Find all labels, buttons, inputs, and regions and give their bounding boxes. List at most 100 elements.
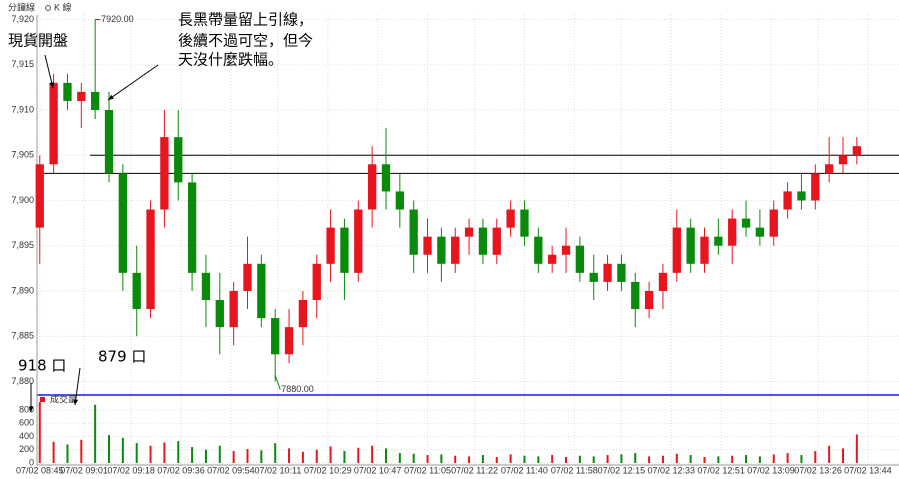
x-tick-label: 07/02 13:44 [844,465,892,475]
volume-bar [454,455,457,463]
candle-body [312,263,321,300]
candle-body [381,164,391,192]
candle-body [243,263,252,291]
annotation: 現貨開盤 [8,32,68,50]
volume-bar [828,445,831,463]
x-tick-label: 07/02 09:01 [60,465,108,475]
volume-bar [786,453,789,463]
candle-body [395,191,404,210]
volume-bar [66,444,69,463]
volume-bar [371,445,374,463]
candle-body [132,272,141,310]
volume-bar [343,451,346,463]
volume-bar [661,455,664,463]
candle-body [367,164,377,210]
v-tick-label: 200 [19,444,34,454]
x-tick-label: 07/02 10:29 [304,465,352,475]
candle-body [271,318,280,355]
volume-bar [412,453,415,463]
candle-body [686,227,695,264]
x-tick-label: 07/02 09:18 [107,465,155,475]
v-tick-label: 600 [19,418,34,428]
candle-body [257,263,266,319]
candle-body [49,82,58,165]
annotation: 天沒什麼跌幅。 [178,51,283,69]
candle-body [589,272,598,282]
x-tick-label: 07/02 11:58 [551,465,598,475]
candle-body [451,236,460,264]
volume-legend-swatch [40,397,45,402]
annotation: 長黑帶量留上引線， [178,11,313,29]
volume-bar [384,448,387,463]
volume-bar [634,453,637,463]
candle-body [284,327,294,355]
candle-body [437,236,446,264]
volume-bar [177,441,180,463]
candle-body [658,272,668,291]
candle-body [478,227,488,255]
candle-body [187,182,197,273]
candle-body [603,263,612,282]
candle-body [146,209,155,310]
annotation: 879 口 [98,348,146,366]
tab-minute[interactable]: 分鐘線 [8,1,35,12]
v-tick-label: 800 [19,404,34,414]
candle-body [409,209,418,255]
volume-bar [94,404,97,463]
volume-bar [274,443,277,463]
volume-bar [38,402,41,463]
candle-body [838,155,848,165]
x-tick-label: 07/02 11:22 [451,465,498,475]
volume-bar [80,439,83,463]
candle-body [63,82,72,101]
x-tick-label: 07/02 13:09 [747,465,795,475]
candle-body [714,236,723,246]
candle-body [769,209,778,237]
candle-body [811,173,820,201]
volume-bar [135,443,138,463]
volume-bar [357,447,360,463]
volume-bar [772,454,775,463]
volume-bar [758,456,761,463]
y-tick-label: 7,900 [11,195,34,205]
arrow [107,64,159,101]
volume-bar [523,455,526,463]
candle-body [104,110,114,174]
candle-body [755,227,765,237]
tab-kline[interactable]: K 線 [54,1,72,12]
volume-bar [731,455,734,463]
volume-bar [246,449,249,463]
x-tick-label: 07/02 11:05 [404,465,451,475]
volume-bar [149,445,152,463]
x-tick-label: 07/02 10:11 [255,465,302,475]
volume-bar [565,457,568,463]
candle-body [672,227,681,273]
candle-body [783,191,792,210]
candle-body [35,164,44,228]
volume-bar [578,455,581,463]
candle-body [174,137,183,183]
candle-body [326,227,335,264]
y-tick-label: 7,885 [11,331,34,341]
volume-bar [329,446,332,463]
volume-bar [398,453,401,463]
volume-bar [855,434,858,463]
volume-bar [288,448,291,463]
y-tick-label: 7,920 [11,14,34,24]
candle-body [354,209,363,273]
arrow-head [73,399,79,405]
volume-bar [800,455,803,463]
volume-bar [163,442,166,463]
volume-bar [689,455,692,463]
volume-bar [52,441,55,463]
arrow [74,367,81,406]
volume-bar [260,450,263,463]
min-label: 7880.00 [281,384,314,394]
volume-bar [468,456,471,463]
volume-bar [315,449,318,463]
candle-body [77,91,86,101]
candle-body [506,209,515,228]
candle-body [824,164,834,174]
candle-body [229,290,238,328]
candle-body [201,272,211,300]
